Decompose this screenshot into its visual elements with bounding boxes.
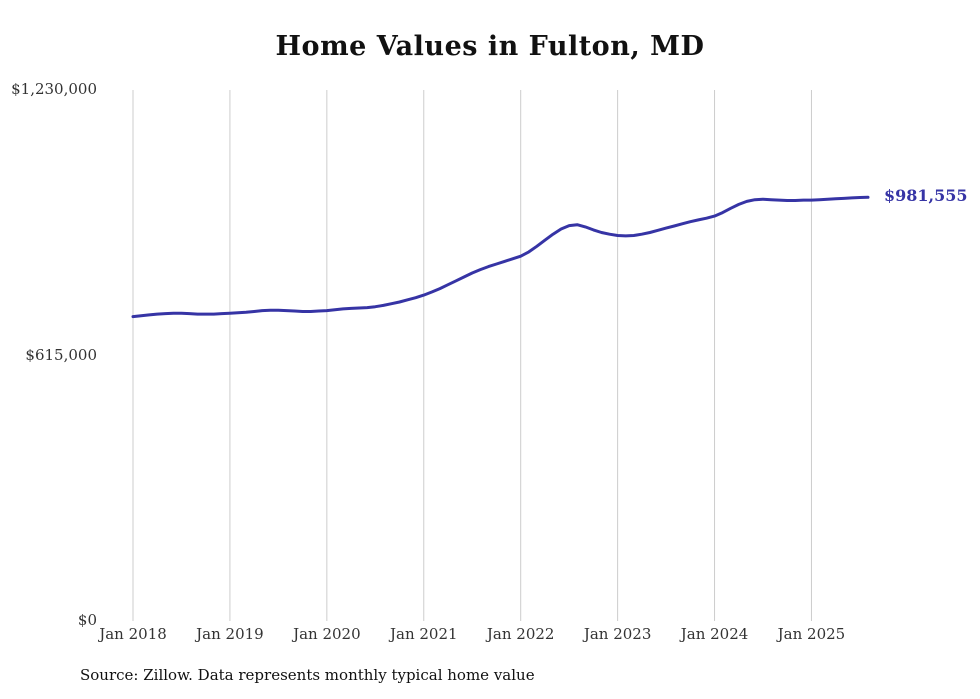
latest-value-label: $981,555 bbox=[884, 186, 968, 206]
chart-title: Home Values in Fulton, MD bbox=[275, 31, 705, 62]
home-value-line bbox=[131, 195, 870, 319]
source-note: Source: Zillow. Data represents monthly … bbox=[80, 666, 535, 684]
